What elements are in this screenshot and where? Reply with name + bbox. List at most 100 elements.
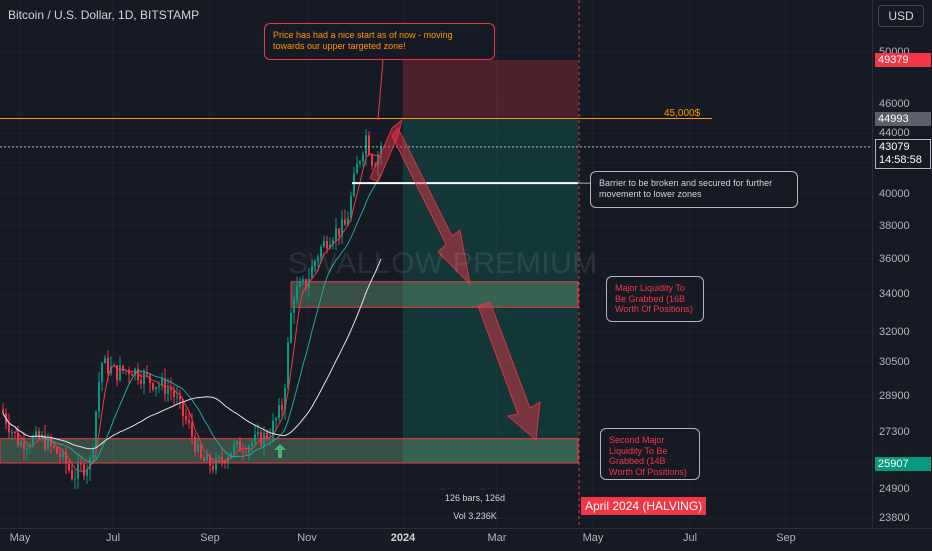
candle xyxy=(353,173,355,196)
candle xyxy=(281,404,283,411)
candle xyxy=(287,342,289,388)
candle xyxy=(161,378,163,386)
projection-arrow-down-1 xyxy=(391,127,471,286)
candle xyxy=(320,246,322,257)
ma-mid-line xyxy=(2,173,382,463)
candle xyxy=(23,441,25,450)
time-tick-label: Mar xyxy=(487,532,507,544)
price-tick-label: 34000 xyxy=(879,288,910,300)
candle xyxy=(257,431,259,435)
candle xyxy=(236,440,238,445)
price-tick-label: 38000 xyxy=(879,220,910,232)
candle xyxy=(290,312,292,343)
halving-label[interactable]: April 2024 (HALVING) xyxy=(581,497,707,515)
candle xyxy=(170,388,172,391)
candle xyxy=(335,228,337,241)
candle xyxy=(347,218,349,226)
current-price-tag: 43079 14:58:58 xyxy=(875,139,931,169)
candle xyxy=(239,440,241,452)
candle xyxy=(293,299,295,313)
candle xyxy=(122,365,124,371)
low-price-tag: 25907 xyxy=(875,457,931,471)
candle xyxy=(104,357,106,364)
price-tick-label: 24900 xyxy=(879,483,910,495)
time-tick-label: Sep xyxy=(200,532,220,544)
candle xyxy=(326,241,328,249)
candle xyxy=(341,219,343,236)
candle xyxy=(362,154,364,162)
candle xyxy=(143,372,145,384)
candle xyxy=(101,363,103,382)
bar-countdown: 14:58:58 xyxy=(879,154,922,166)
price-axis[interactable]: 2380024900259002730028900305003200034000… xyxy=(872,0,932,528)
time-tick-label: 2024 xyxy=(390,532,416,544)
candle xyxy=(59,453,61,457)
candle xyxy=(182,399,184,416)
chart-zones xyxy=(0,60,579,464)
candle xyxy=(242,451,244,453)
candle xyxy=(368,135,370,156)
candle xyxy=(86,469,88,476)
top-note-callout[interactable]: Price has had a nice start as of now - m… xyxy=(264,23,495,60)
candle xyxy=(35,431,37,438)
chart-area[interactable]: SWALLOW PREMIUM Bitcoin / U.S. Dollar, 1… xyxy=(0,0,872,528)
candle xyxy=(74,478,76,480)
candle xyxy=(44,434,46,450)
candle xyxy=(89,457,91,470)
candle xyxy=(254,434,256,443)
candle xyxy=(176,396,178,398)
candle xyxy=(116,365,118,381)
candle xyxy=(203,457,205,462)
candle xyxy=(188,420,190,424)
candle xyxy=(329,244,331,249)
barrier-note-callout[interactable]: Barrier to be broken and secured for fur… xyxy=(590,171,798,208)
candle xyxy=(47,438,49,450)
ma-fast-line xyxy=(2,153,382,473)
candle xyxy=(230,452,232,458)
candle xyxy=(278,404,280,419)
level-price-tag: 44993 xyxy=(875,112,931,126)
candle xyxy=(344,219,346,226)
candle xyxy=(209,454,211,466)
volume-info: Vol 3.236K xyxy=(453,511,497,521)
time-axis[interactable]: May Jul Sep Nov 2024 Mar May Jul Sep xyxy=(0,528,932,551)
candle xyxy=(155,386,157,390)
time-tick-label: Nov xyxy=(297,532,317,544)
candle xyxy=(152,383,154,390)
candle xyxy=(245,452,247,454)
price-tick-label: 27300 xyxy=(879,426,910,438)
candlestick-series xyxy=(2,129,382,490)
candle xyxy=(317,256,319,262)
candle xyxy=(266,432,268,440)
chart-overlay xyxy=(0,0,872,528)
time-tick-label: Jul xyxy=(682,532,698,544)
candle xyxy=(98,381,100,412)
projection-arrow-up xyxy=(369,118,403,183)
price-tick-label: 44000 xyxy=(879,127,910,139)
candle xyxy=(11,431,13,433)
candle xyxy=(215,458,217,470)
bars-range-info: 126 bars, 126d xyxy=(444,493,506,503)
candle xyxy=(260,431,262,446)
candle xyxy=(131,373,133,376)
candle xyxy=(56,447,58,454)
candle xyxy=(296,286,298,300)
buy-signal-arrow-icon xyxy=(274,444,286,458)
candle xyxy=(62,451,64,457)
price-tick-label: 32000 xyxy=(879,326,910,338)
price-tick-label: 30500 xyxy=(879,356,910,368)
candle xyxy=(269,438,271,440)
candle xyxy=(14,431,16,433)
candle xyxy=(32,437,34,447)
second-liquidity-callout[interactable]: Second Major Liquidity To Be Grabbed (14… xyxy=(600,428,700,480)
symbol-title[interactable]: Bitcoin / U.S. Dollar, 1D, BITSTAMP xyxy=(8,8,200,22)
candle xyxy=(218,456,220,459)
candle xyxy=(71,470,73,480)
candle xyxy=(284,387,286,411)
time-tick-label: Jul xyxy=(105,532,121,544)
currency-button[interactable]: USD xyxy=(878,5,924,27)
candle xyxy=(191,423,193,437)
candle xyxy=(380,147,382,155)
candle xyxy=(92,449,94,458)
major-liquidity-callout[interactable]: Major Liquidity To Be Grabbed (16B Worth… xyxy=(606,276,704,322)
